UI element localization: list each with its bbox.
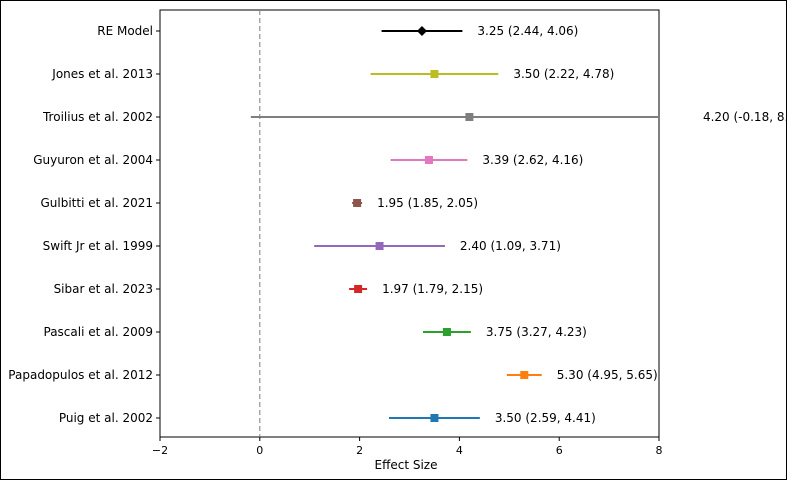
y-axis: RE Model Jones et al. 2013 Troilius et al.…: [8, 24, 160, 425]
estimate-marker: [354, 285, 363, 293]
study-label: Jones et al. 2013: [51, 67, 153, 81]
ci-value-label: 5.30 (4.95, 5.65): [557, 368, 658, 382]
x-tick-label: −2: [152, 444, 168, 457]
chart-marks: 3.25 (2.44, 4.06) 3.50 (2.22, 4.78) 4.20 (…: [250, 24, 787, 425]
ci-value-label: 2.40 (1.09, 3.71): [460, 239, 561, 253]
study-label: Pascali et al. 2009: [44, 325, 154, 339]
ci-value-label: 4.20 (-0.18, 8.58): [703, 110, 786, 124]
study-label: Sibar et al. 2023: [54, 282, 153, 296]
study-label: RE Model: [97, 24, 153, 38]
study-label: Puig et al. 2002: [59, 411, 153, 425]
pooled-estimate-marker: [416, 26, 427, 36]
x-axis: −2 0 2 4 6 8: [152, 437, 663, 457]
ci-value-label: 3.50 (2.59, 4.41): [495, 411, 596, 425]
x-tick-label: 4: [456, 444, 463, 457]
x-tick-label: 6: [556, 444, 563, 457]
estimate-marker: [430, 414, 439, 422]
ci-value-label: 3.25 (2.44, 4.06): [477, 24, 578, 38]
study-label: Gulbitti et al. 2021: [40, 196, 153, 210]
study-label: Troilius et al. 2002: [42, 110, 153, 124]
estimate-marker: [424, 156, 433, 164]
study-label: Papadopulos et al. 2012: [8, 368, 153, 382]
estimate-marker: [375, 242, 384, 250]
x-tick-label: 8: [656, 444, 663, 457]
ci-value-label: 1.95 (1.85, 2.05): [377, 196, 478, 210]
estimate-marker: [465, 113, 474, 121]
estimate-marker: [353, 199, 362, 207]
plot-area: [159, 9, 660, 438]
x-tick-label: 0: [256, 444, 263, 457]
study-label: Guyuron et al. 2004: [33, 153, 153, 167]
x-tick-label: 2: [356, 444, 363, 457]
estimate-marker: [442, 328, 451, 336]
ci-value-label: 1.97 (1.79, 2.15): [382, 282, 483, 296]
estimate-marker: [430, 70, 439, 78]
ci-value-label: 3.75 (3.27, 4.23): [486, 325, 587, 339]
x-axis-label: Effect Size: [375, 458, 438, 472]
ci-value-label: 3.39 (2.62, 4.16): [482, 153, 583, 167]
estimate-marker: [520, 371, 529, 379]
ci-value-label: 3.50 (2.22, 4.78): [513, 67, 614, 81]
study-label: Swift Jr et al. 1999: [43, 239, 153, 253]
